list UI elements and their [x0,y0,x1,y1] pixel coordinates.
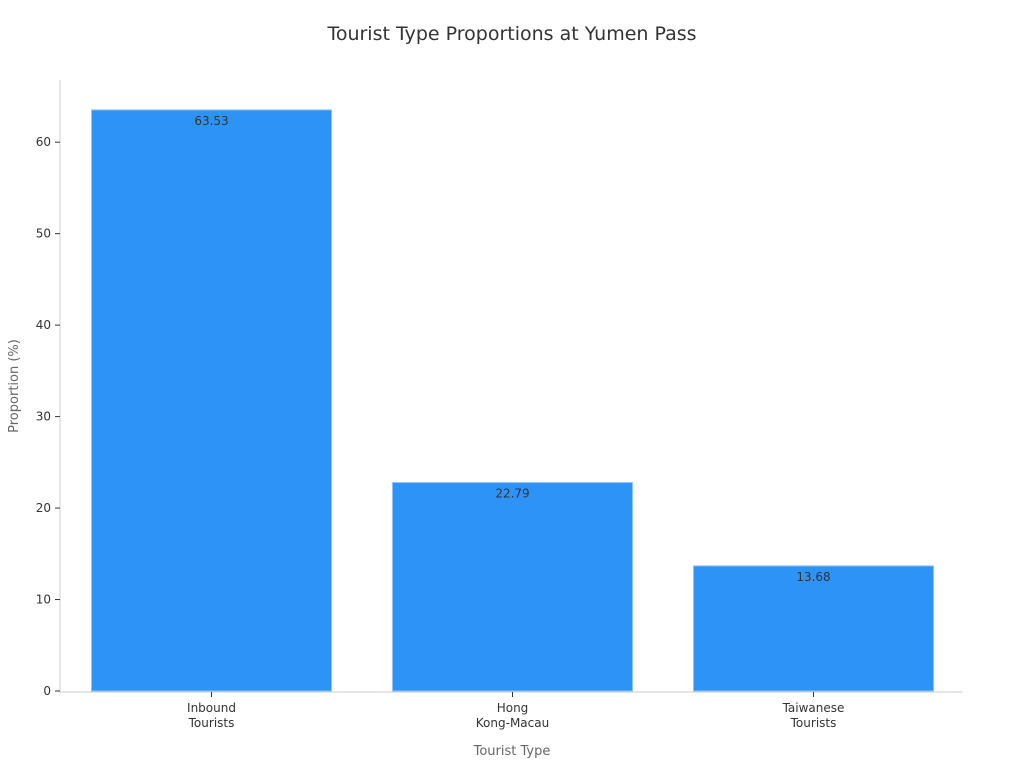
x-tick-label: Tourists [790,716,837,730]
bar [693,565,934,692]
y-axis-label: Proportion (%) [7,339,22,433]
data-label: 63.53 [194,114,228,128]
bar [392,482,633,692]
y-tick-label: 50 [36,227,51,241]
data-label: 22.79 [495,487,529,501]
chart-title: Tourist Type Proportions at Yumen Pass [326,23,696,45]
y-tick-label: 30 [36,410,51,424]
y-tick-label: 40 [36,318,51,332]
x-tick-label: Hong [497,701,529,715]
x-tick-label: Taiwanese [782,701,845,715]
x-tick-label: Kong-Macau [476,716,549,730]
x-tick-label: Inbound [187,701,236,715]
y-tick-label: 0 [43,684,51,698]
bar [91,109,332,692]
y-tick-label: 10 [36,593,51,607]
x-tick-label: Tourists [188,716,235,730]
data-label: 13.68 [796,570,830,584]
y-tick-label: 60 [36,135,51,149]
x-axis-label: Tourist Type [473,744,551,759]
y-tick-label: 20 [36,501,51,515]
